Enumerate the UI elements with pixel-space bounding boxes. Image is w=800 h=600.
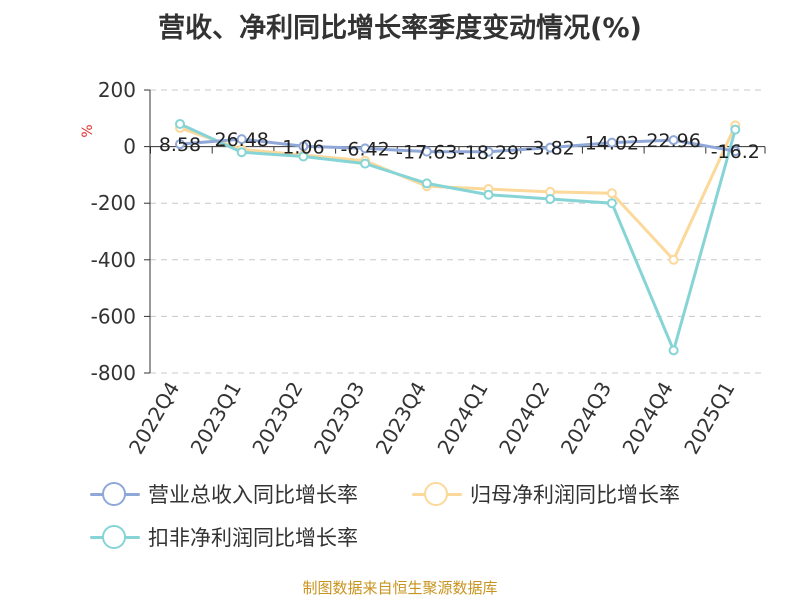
y-tick-label: 0 [123, 135, 136, 159]
x-tick-label: 2023Q1 [186, 378, 246, 459]
x-tick-label: 2024Q1 [432, 378, 492, 459]
data-point [606, 198, 617, 209]
x-tick-label: 2023Q4 [371, 378, 431, 459]
x-tick-label: 2024Q4 [617, 378, 677, 459]
data-label: -17.63 [396, 142, 457, 164]
data-label: 26.48 [214, 129, 268, 151]
data-point [483, 189, 494, 200]
grid-lines [150, 89, 765, 374]
data-source-note: 制图数据来自恒生聚源数据库 [302, 579, 498, 597]
data-point [175, 139, 185, 150]
data-label: 14.02 [585, 133, 639, 155]
series-line [179, 137, 736, 154]
y-tick-label: -800 [91, 361, 136, 385]
data-point [668, 254, 679, 265]
legend-item-net-profit[interactable]: 归母净利润同比增长率 [412, 479, 680, 509]
x-tick-label: 2025Q1 [679, 378, 739, 459]
data-point [236, 134, 247, 145]
series-line [179, 122, 737, 355]
legend-marker-revenue [90, 482, 140, 506]
data-label: -18.29 [458, 142, 519, 164]
data-label: 1.06 [282, 136, 324, 158]
data-point [483, 146, 494, 157]
data-label: 8.58 [159, 134, 201, 156]
data-point [421, 146, 432, 157]
legend-label-revenue: 营业总收入同比增长率 [148, 483, 358, 507]
y-tick-label: -200 [91, 191, 136, 215]
legend-label-net-profit: 归母净利润同比增长率 [470, 483, 680, 507]
y-tick-label: -600 [91, 304, 136, 328]
legend-label-deducted-profit: 扣非净利润同比增长率 [148, 526, 358, 550]
data-point [606, 137, 617, 148]
data-point [298, 151, 309, 162]
y-tick-label: -400 [91, 248, 136, 272]
data-label: -6.42 [341, 138, 390, 160]
x-tick-label: 2024Q3 [556, 378, 616, 459]
x-tick-label: 2023Q3 [309, 378, 369, 459]
data-point [298, 141, 309, 152]
data-label: -3.82 [526, 138, 575, 160]
legend-item-deducted-profit[interactable]: 扣非净利润同比增长率 [90, 522, 358, 552]
x-tick-label: 2023Q2 [247, 378, 307, 459]
data-point [236, 147, 247, 158]
y-axis-label: % [80, 124, 96, 137]
axes [144, 89, 766, 374]
data-point [545, 193, 556, 204]
data-point [668, 345, 679, 356]
x-tick-label: 2022Q4 [124, 378, 184, 459]
x-tick-labels: 2022Q4 2023Q1 2023Q2 2023Q3 2023Q4 2024Q1 2024… [124, 378, 740, 459]
data-label: -16.2 [711, 141, 760, 163]
data-point [421, 178, 432, 189]
x-tick-label: 2024Q2 [494, 378, 554, 459]
data-point [360, 143, 371, 154]
data-point [545, 142, 556, 153]
chart-title: 营收、净利同比增长率季度变动情况(%) [158, 13, 642, 44]
y-tick-labels: 200 0 -200 -400 -600 -800 [91, 78, 136, 385]
legend-item-revenue[interactable]: 营业总收入同比增长率 [90, 479, 358, 509]
data-point [730, 146, 741, 157]
data-point [730, 124, 741, 135]
legend-marker-net-profit [412, 482, 462, 506]
legend-marker-deducted-profit [90, 525, 140, 549]
data-point [606, 188, 617, 199]
data-label: 22.96 [646, 130, 700, 152]
data-point [360, 158, 371, 169]
y-tick-label: 200 [98, 78, 136, 102]
series-lines [175, 118, 741, 356]
data-point [668, 135, 679, 146]
data-point [175, 118, 185, 129]
data-labels: 8.58 26.48 1.06 -6.42 -17.63 -18.29 -3.82 14.02… [159, 129, 760, 164]
